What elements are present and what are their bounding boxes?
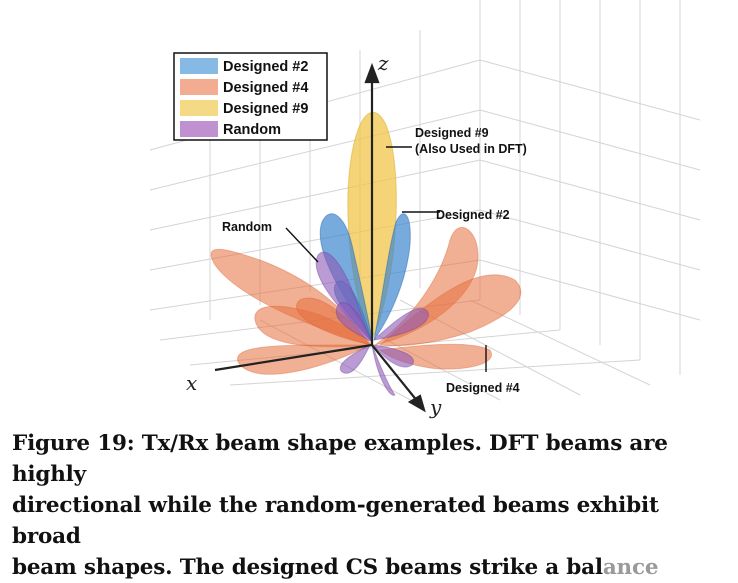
- legend-label-designed-2: Designed #2: [223, 59, 308, 75]
- axes: [214, 62, 426, 413]
- beams-random: [315, 251, 429, 396]
- caption-line-3-cut: ance: [602, 555, 659, 580]
- annotation-random: Random: [222, 220, 272, 234]
- caption-line-3: beam shapes. The designed CS beams strik…: [12, 552, 728, 583]
- annotation-designed-9: Designed #9: [415, 126, 489, 140]
- legend-swatch-random: [180, 121, 218, 137]
- legend-label-designed-9: Designed #9: [223, 101, 308, 117]
- annotation-leaders: [285, 146, 487, 372]
- caption-line-2: directional while the random-generated b…: [12, 493, 659, 549]
- caption-line-3-text: beam shapes. The designed CS beams strik…: [12, 555, 603, 580]
- legend-label-designed-4: Designed #4: [223, 80, 308, 96]
- annotation-designed-2: Designed #2: [436, 208, 510, 222]
- figure-caption: Figure 19: Tx/Rx beam shape examples. DF…: [12, 428, 728, 583]
- legend-swatch-designed-2: [180, 58, 218, 74]
- annotation-designed-9-note: (Also Used in DFT): [415, 142, 527, 156]
- beam-shape-figure: z x y Designed #9 (Also Used in DFT) Des…: [149, 0, 701, 419]
- beams-designed-4: [210, 227, 522, 375]
- z-axis-label: z: [377, 51, 389, 75]
- legend: Designed #2 Designed #4 Designed #9 Rand…: [173, 52, 328, 141]
- y-axis-label: y: [429, 395, 442, 419]
- legend-swatch-designed-9: [180, 100, 218, 116]
- legend-label-random: Random: [223, 122, 281, 138]
- x-axis-label: x: [186, 371, 197, 395]
- legend-swatch-designed-4: [180, 79, 218, 95]
- annotation-designed-4: Designed #4: [446, 381, 520, 395]
- caption-line-1: Figure 19: Tx/Rx beam shape examples. DF…: [12, 431, 668, 487]
